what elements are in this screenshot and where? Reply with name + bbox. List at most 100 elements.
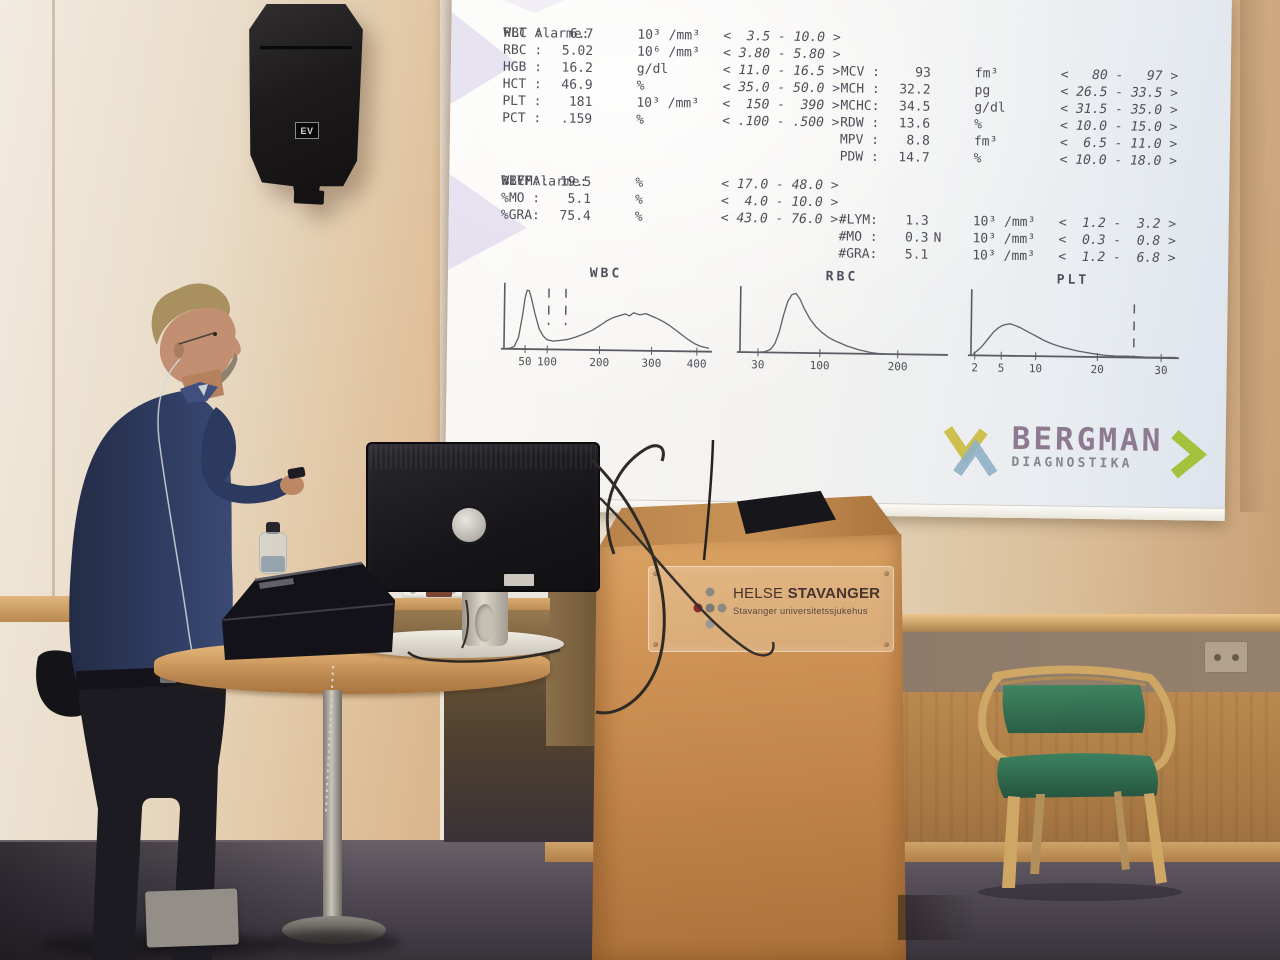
plaque-screw (653, 642, 658, 647)
report-value: 6.7 (569, 26, 594, 42)
svg-text:300: 300 (641, 357, 661, 370)
presenter-hand (280, 475, 304, 495)
helse-logo-text: HELSE STAVANGER Stavanger universitetssj… (733, 585, 891, 616)
report-label: PLT : (502, 93, 542, 110)
report-label: PDW : (839, 149, 879, 165)
report-range: < 10.0 - 18.0 > (1059, 152, 1178, 170)
report-rows: MCV : 93 fm³ < 80 - 97 > MCH : 32.2 pg < 26.5 -… (840, 63, 1179, 170)
chair-leg (1114, 791, 1130, 870)
report-range: < 1.2 - 3.2 > (1058, 215, 1177, 233)
podium: HELSE STAVANGER Stavanger universitetssj… (592, 534, 906, 960)
speaker-mount (293, 189, 325, 205)
histogram-svg: 30 100 200 (736, 286, 948, 373)
report-value: 75.4 (559, 208, 591, 224)
svg-text:5: 5 (998, 362, 1005, 375)
presenter-clicker (287, 466, 306, 479)
report-range: < 0.3 - 0.8 > (1058, 232, 1177, 250)
report-flag (591, 191, 609, 208)
report-range: < 4.0 - 10.0 > (720, 193, 839, 211)
histogram-svg: 50 100 200 300 400 (500, 282, 712, 371)
chair-seat-cushion (997, 753, 1158, 798)
report-unit: 10³ /mm³ (637, 27, 701, 44)
diff-abs-section: #LYM: 1.3 10³ /mm³ < 1.2 - 3.2 > #MO : 0.3 N 10… (838, 211, 1176, 267)
presenter-beard (182, 353, 238, 391)
svg-text:20: 20 (1090, 363, 1103, 376)
svg-text:100: 100 (810, 359, 830, 372)
presenter (36, 283, 306, 960)
report-range: < 1.2 - 6.8 > (1058, 249, 1176, 267)
report-value: 0.3 (904, 230, 929, 246)
slide-content: PLT Alarme: WBC :6.7 10³ /mm³ < 3.5 - 10.0… (445, 0, 1232, 521)
chair-back-cushion (1002, 684, 1145, 734)
report-label: PCT : (502, 110, 542, 127)
wall-speaker: EV (248, 4, 364, 205)
report-label: #GRA: (838, 246, 878, 262)
svg-text:30: 30 (1154, 364, 1167, 377)
report-flag (930, 116, 948, 133)
report-unit: g/dl (636, 61, 669, 78)
report-range: < 6.5 - 11.0 > (1059, 135, 1178, 153)
chair-leg (1144, 793, 1167, 884)
report-range: < 11.0 - 16.5 > (722, 62, 841, 80)
report-range: < 80 - 97 > (1060, 67, 1179, 85)
report-unit: 10⁶ /mm³ (636, 44, 700, 61)
report-value: 5.1 (567, 191, 592, 207)
dell-logo-circle (452, 508, 486, 542)
bergman-brand: BERGMAN (1011, 420, 1164, 459)
report-value: 34.5 (898, 99, 931, 115)
presenter-arm (201, 407, 287, 504)
report-unit: 10³ /mm³ (972, 214, 1036, 231)
bergman-chevron-icon (943, 426, 998, 477)
report-value: 1.3 (905, 213, 929, 229)
svg-text:2: 2 (971, 361, 978, 374)
report-flag (593, 77, 611, 94)
svg-text:30: 30 (751, 358, 764, 371)
report-flag (928, 247, 946, 264)
plaque-screw (653, 571, 658, 576)
report-value: 93 (915, 65, 931, 81)
report-row: PDW : 14.7% < 10.0 - 18.0 > (840, 148, 1178, 170)
report-value: 14.7 (898, 150, 930, 166)
report-range: < 26.5 - 33.5 > (1060, 84, 1179, 102)
podium-floor-shadow (898, 895, 978, 940)
report-label: WBC : (503, 25, 543, 42)
report-flag (591, 174, 609, 191)
svg-text:400: 400 (687, 357, 707, 370)
wall-corner-line (52, 0, 55, 600)
report-range: < 3.5 - 10.0 > (723, 28, 841, 46)
report-label: RDW : (840, 115, 880, 131)
report-unit: % (973, 151, 982, 167)
report-flag (930, 99, 948, 116)
svg-text:10: 10 (1029, 362, 1042, 375)
report-label: #MO : (838, 229, 878, 245)
report-range: < 3.80 - 5.80 > (722, 45, 841, 63)
plaque-screw (884, 571, 889, 576)
chair-leg (1002, 796, 1020, 888)
report-flag (930, 133, 948, 150)
report-row: PCT : .159% < .100 - .500 > (502, 110, 840, 132)
monitor-cable-hole (475, 604, 495, 642)
monitor-stand (462, 588, 508, 646)
projection-screen: PLT Alarme: WBC :6.7 10³ /mm³ < 3.5 - 10.0… (444, 0, 1232, 521)
report-range: < 150 - 390 > (722, 96, 840, 114)
speaker-seam (260, 46, 352, 50)
histogram-wbc: WBC 50 100 200 300 400 (494, 265, 717, 376)
presenter-hair (151, 283, 231, 345)
bergman-logo-text: BERGMAN DIAGNOSTIKA (1011, 420, 1164, 472)
report-flag (593, 60, 611, 77)
chair-shadow (978, 883, 1182, 901)
histogram-rbc: RBC 30 100 200 (730, 268, 953, 379)
speaker-brand-badge: EV (295, 122, 319, 139)
water-bottle (257, 522, 289, 574)
table-pole (323, 690, 342, 924)
report-unit: g/dl (974, 100, 1006, 116)
plt-alarm-section: PLT Alarme: WBC :6.7 10³ /mm³ < 3.5 - 10.0… (502, 25, 841, 132)
presenter-undershirt (198, 384, 208, 396)
report-value: 5.1 (904, 247, 929, 263)
report-label: %LYM: (501, 173, 541, 190)
table-foot (282, 916, 386, 944)
presenter-shirt (69, 391, 233, 689)
outlet-hole (1214, 654, 1221, 661)
presenter-ear (174, 342, 184, 358)
